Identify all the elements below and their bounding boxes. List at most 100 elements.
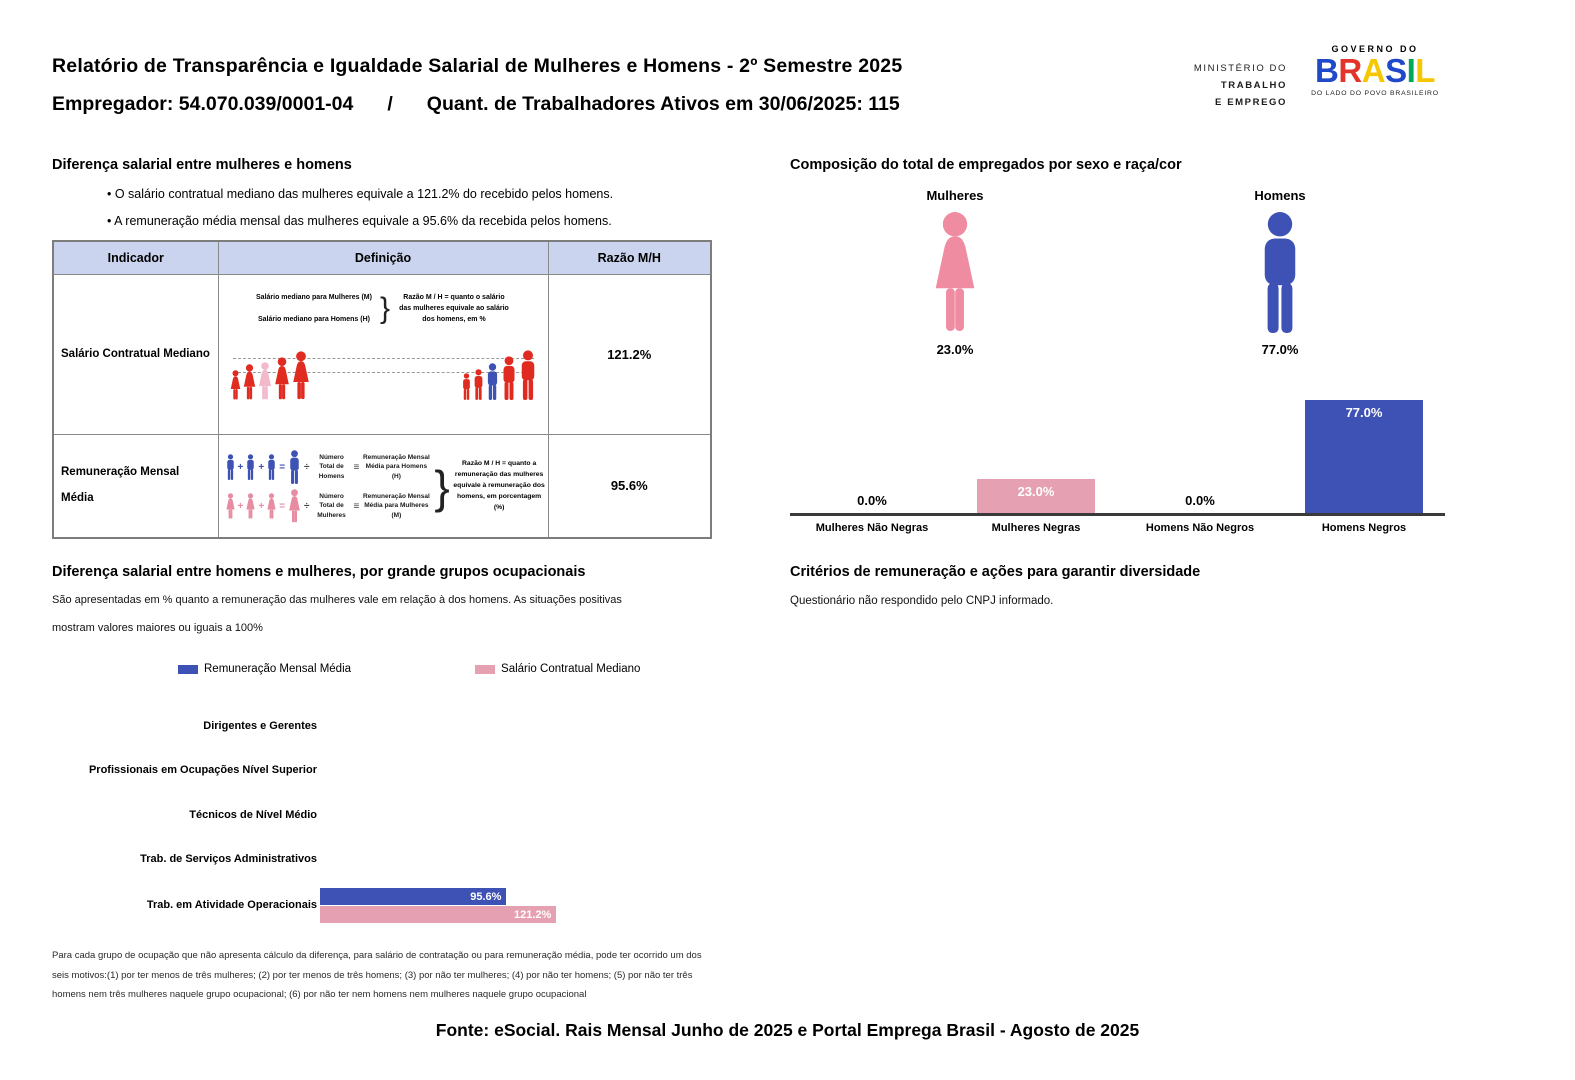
table-row-median-salary: Salário Contratual Mediano Salário media… <box>52 274 712 435</box>
ratio-average-pay: 95.6% <box>547 434 712 538</box>
definition-median-salary: Salário mediano para Mulheres (M) Salári… <box>217 274 549 435</box>
ministry-line-1: MINISTÉRIO DO <box>1193 63 1287 74</box>
divide-sign: ÷ <box>304 500 310 512</box>
bar-homens-negros: 77.0% <box>1305 399 1423 513</box>
col-header-ratio: Razão M/H <box>547 240 712 275</box>
table-row-average-pay: Remuneração Mensal Média + + = ÷ <box>52 434 712 538</box>
median-formula-lines: Salário mediano para Mulheres (M) Salári… <box>256 287 372 330</box>
men-group-label: Homens <box>1254 188 1306 203</box>
col-header-definition: Definição <box>217 240 549 275</box>
woman-figure-icon <box>225 493 235 519</box>
composition-heading: Composição do total de empregados por se… <box>790 157 1182 173</box>
legend-swatch-blue <box>178 664 198 674</box>
active-workers-count: Quant. de Trabalhadores Ativos em 30/06/… <box>426 93 900 115</box>
occupation-category-label: Trab. de Serviços Administrativos <box>140 853 317 865</box>
bar-mulheres-negras: 23.0% <box>977 479 1095 513</box>
divide-sign: ÷ <box>304 461 310 473</box>
equals-sign: = <box>279 500 286 512</box>
source-footer: Fonte: eSocial. Rais Mensal Junho de 202… <box>435 1020 1140 1040</box>
women-group-label: Mulheres <box>926 188 984 203</box>
legend-swatch-pink <box>475 664 496 674</box>
women-result-text: Remuneração Mensal Média para Mulheres (… <box>362 492 430 519</box>
formulas-column: + + = ÷ Número Total de Homens ≡ Remuner… <box>225 445 432 528</box>
occupational-bar-chart: Dirigentes e Gerentes Profissionais em O… <box>52 700 712 932</box>
legend-label-salario: Salário Contratual Mediano <box>501 663 641 675</box>
ministry-line-3: E EMPREGO <box>1215 97 1287 109</box>
category-label: Mulheres Não Negras <box>815 522 929 534</box>
woman-figure-icon <box>230 370 240 400</box>
woman-figure-icon <box>246 493 255 519</box>
plus-sign: + <box>237 500 244 512</box>
diversity-text: Questionário não respondido pelo CNPJ in… <box>790 595 1054 607</box>
category-label: Homens Não Negros <box>1145 522 1255 534</box>
definition-average-pay: + + = ÷ Número Total de Homens ≡ Remuner… <box>217 434 549 538</box>
man-figure-icon <box>503 356 514 401</box>
woman-figure-icon <box>292 351 309 400</box>
men-result-text: Remuneração Mensal Média para Homens (H) <box>362 453 430 480</box>
brace-glyph: } <box>379 291 390 325</box>
salary-gap-heading: Diferença salarial entre mulheres e home… <box>52 157 352 173</box>
people-figures-row <box>229 350 538 401</box>
median-men-line: Salário mediano para Homens (H) <box>257 315 370 323</box>
gov-logo-top-text: GOVERNO DO <box>1331 44 1419 54</box>
indicator-table: Indicador Definição Razão M/H Salário Co… <box>52 240 712 539</box>
ratio-median-salary: 121.2% <box>547 274 712 435</box>
median-people-diagram <box>229 336 538 401</box>
average-pay-diagram: + + = ÷ Número Total de Homens ≡ Remuner… <box>219 435 548 528</box>
col-header-indicator: Indicador <box>52 240 219 275</box>
bar-value-label: 77.0% <box>1345 404 1383 420</box>
equals-sign: = <box>279 461 286 473</box>
occupational-heading: Diferença salarial entre homens e mulher… <box>52 564 586 580</box>
dashed-connector-line <box>232 372 534 374</box>
women-large-icon <box>935 212 975 331</box>
separator-slash: / <box>387 93 393 115</box>
gov-logo-tagline: DO LADO DO POVO BRASILEIRO <box>1311 89 1439 97</box>
men-percentage: 77.0% <box>1261 342 1299 357</box>
indicator-median-salary: Salário Contratual Mediano <box>52 274 219 435</box>
bar-value-label: 0.0% <box>857 493 887 508</box>
x-axis-line <box>790 513 1445 516</box>
composition-bar-chart: 0.0% 23.0% 0.0% 77.0% Mulheres Não Negra… <box>790 396 1445 546</box>
bullet-median-salary: O salário contratual mediano das mulhere… <box>107 187 727 201</box>
bar-remuneracao-operacionais: 95.6% <box>320 888 507 905</box>
chart-legend: Remuneração Mensal Média Salário Contrat… <box>178 663 640 675</box>
men-formula-row: + + = ÷ Número Total de Homens ≡ Remuner… <box>225 450 432 484</box>
women-percentage: 23.0% <box>936 342 974 357</box>
table-header-row: Indicador Definição Razão M/H <box>52 240 712 275</box>
bullet-average-pay: A remuneração média mensal das mulheres … <box>107 214 727 228</box>
page-title: Relatório de Transparência e Igualdade S… <box>52 55 903 77</box>
diversity-heading: Critérios de remuneração e ações para ga… <box>790 564 1201 580</box>
man-figure-icon <box>462 373 470 401</box>
salary-gap-bullets: O salário contratual mediano das mulhere… <box>107 187 727 241</box>
average-ratio-note: Razão M / H = quanto a remuneração das m… <box>453 460 545 511</box>
woman-figure-large-icon <box>289 489 300 523</box>
man-figure-icon <box>268 454 275 480</box>
brace-glyph: } <box>434 460 450 513</box>
category-label: Homens Negros <box>1321 522 1407 534</box>
man-figure-icon <box>474 369 482 401</box>
legend-label-remuneracao: Remuneração Mensal Média <box>204 663 352 675</box>
plus-sign: + <box>237 461 244 473</box>
employer-id: Empregador: 54.070.039/0001-04 <box>52 93 354 115</box>
occupational-description-line1: São apresentadas em % quanto a remuneraç… <box>52 594 622 606</box>
gov-brasil-wordmark: BRASIL <box>1315 52 1435 89</box>
plus-sign: + <box>258 500 265 512</box>
bar-salario-operacionais: 121.2% <box>320 906 557 923</box>
woman-figure-icon <box>267 493 276 519</box>
bar-value-label: 23.0% <box>1017 484 1055 500</box>
ministry-wordmark: MINISTÉRIO DO TRABALHO E EMPREGO <box>1194 60 1287 111</box>
median-ratio-note: Razão M / H = quanto o salário das mulhe… <box>399 293 509 324</box>
employer-line: Empregador: 54.070.039/0001-04 / Quant. de… <box>52 93 900 116</box>
ministry-line-2: TRABALHO <box>1220 80 1287 92</box>
occupational-footnote: Para cada grupo de ocupação que não apre… <box>52 950 702 1000</box>
woman-figure-icon <box>274 357 289 400</box>
man-figure-large-icon <box>290 450 299 484</box>
occupation-category-label: Dirigentes e Gerentes <box>203 720 317 732</box>
bar-value-label: 0.0% <box>1185 493 1215 508</box>
occupation-category-label: Profissionais em Ocupações Nível Superio… <box>88 764 317 776</box>
woman-figure-highlight-icon <box>258 362 271 400</box>
men-large-icon <box>1264 212 1296 333</box>
plus-sign: + <box>258 461 265 473</box>
man-figure-icon <box>521 350 534 401</box>
